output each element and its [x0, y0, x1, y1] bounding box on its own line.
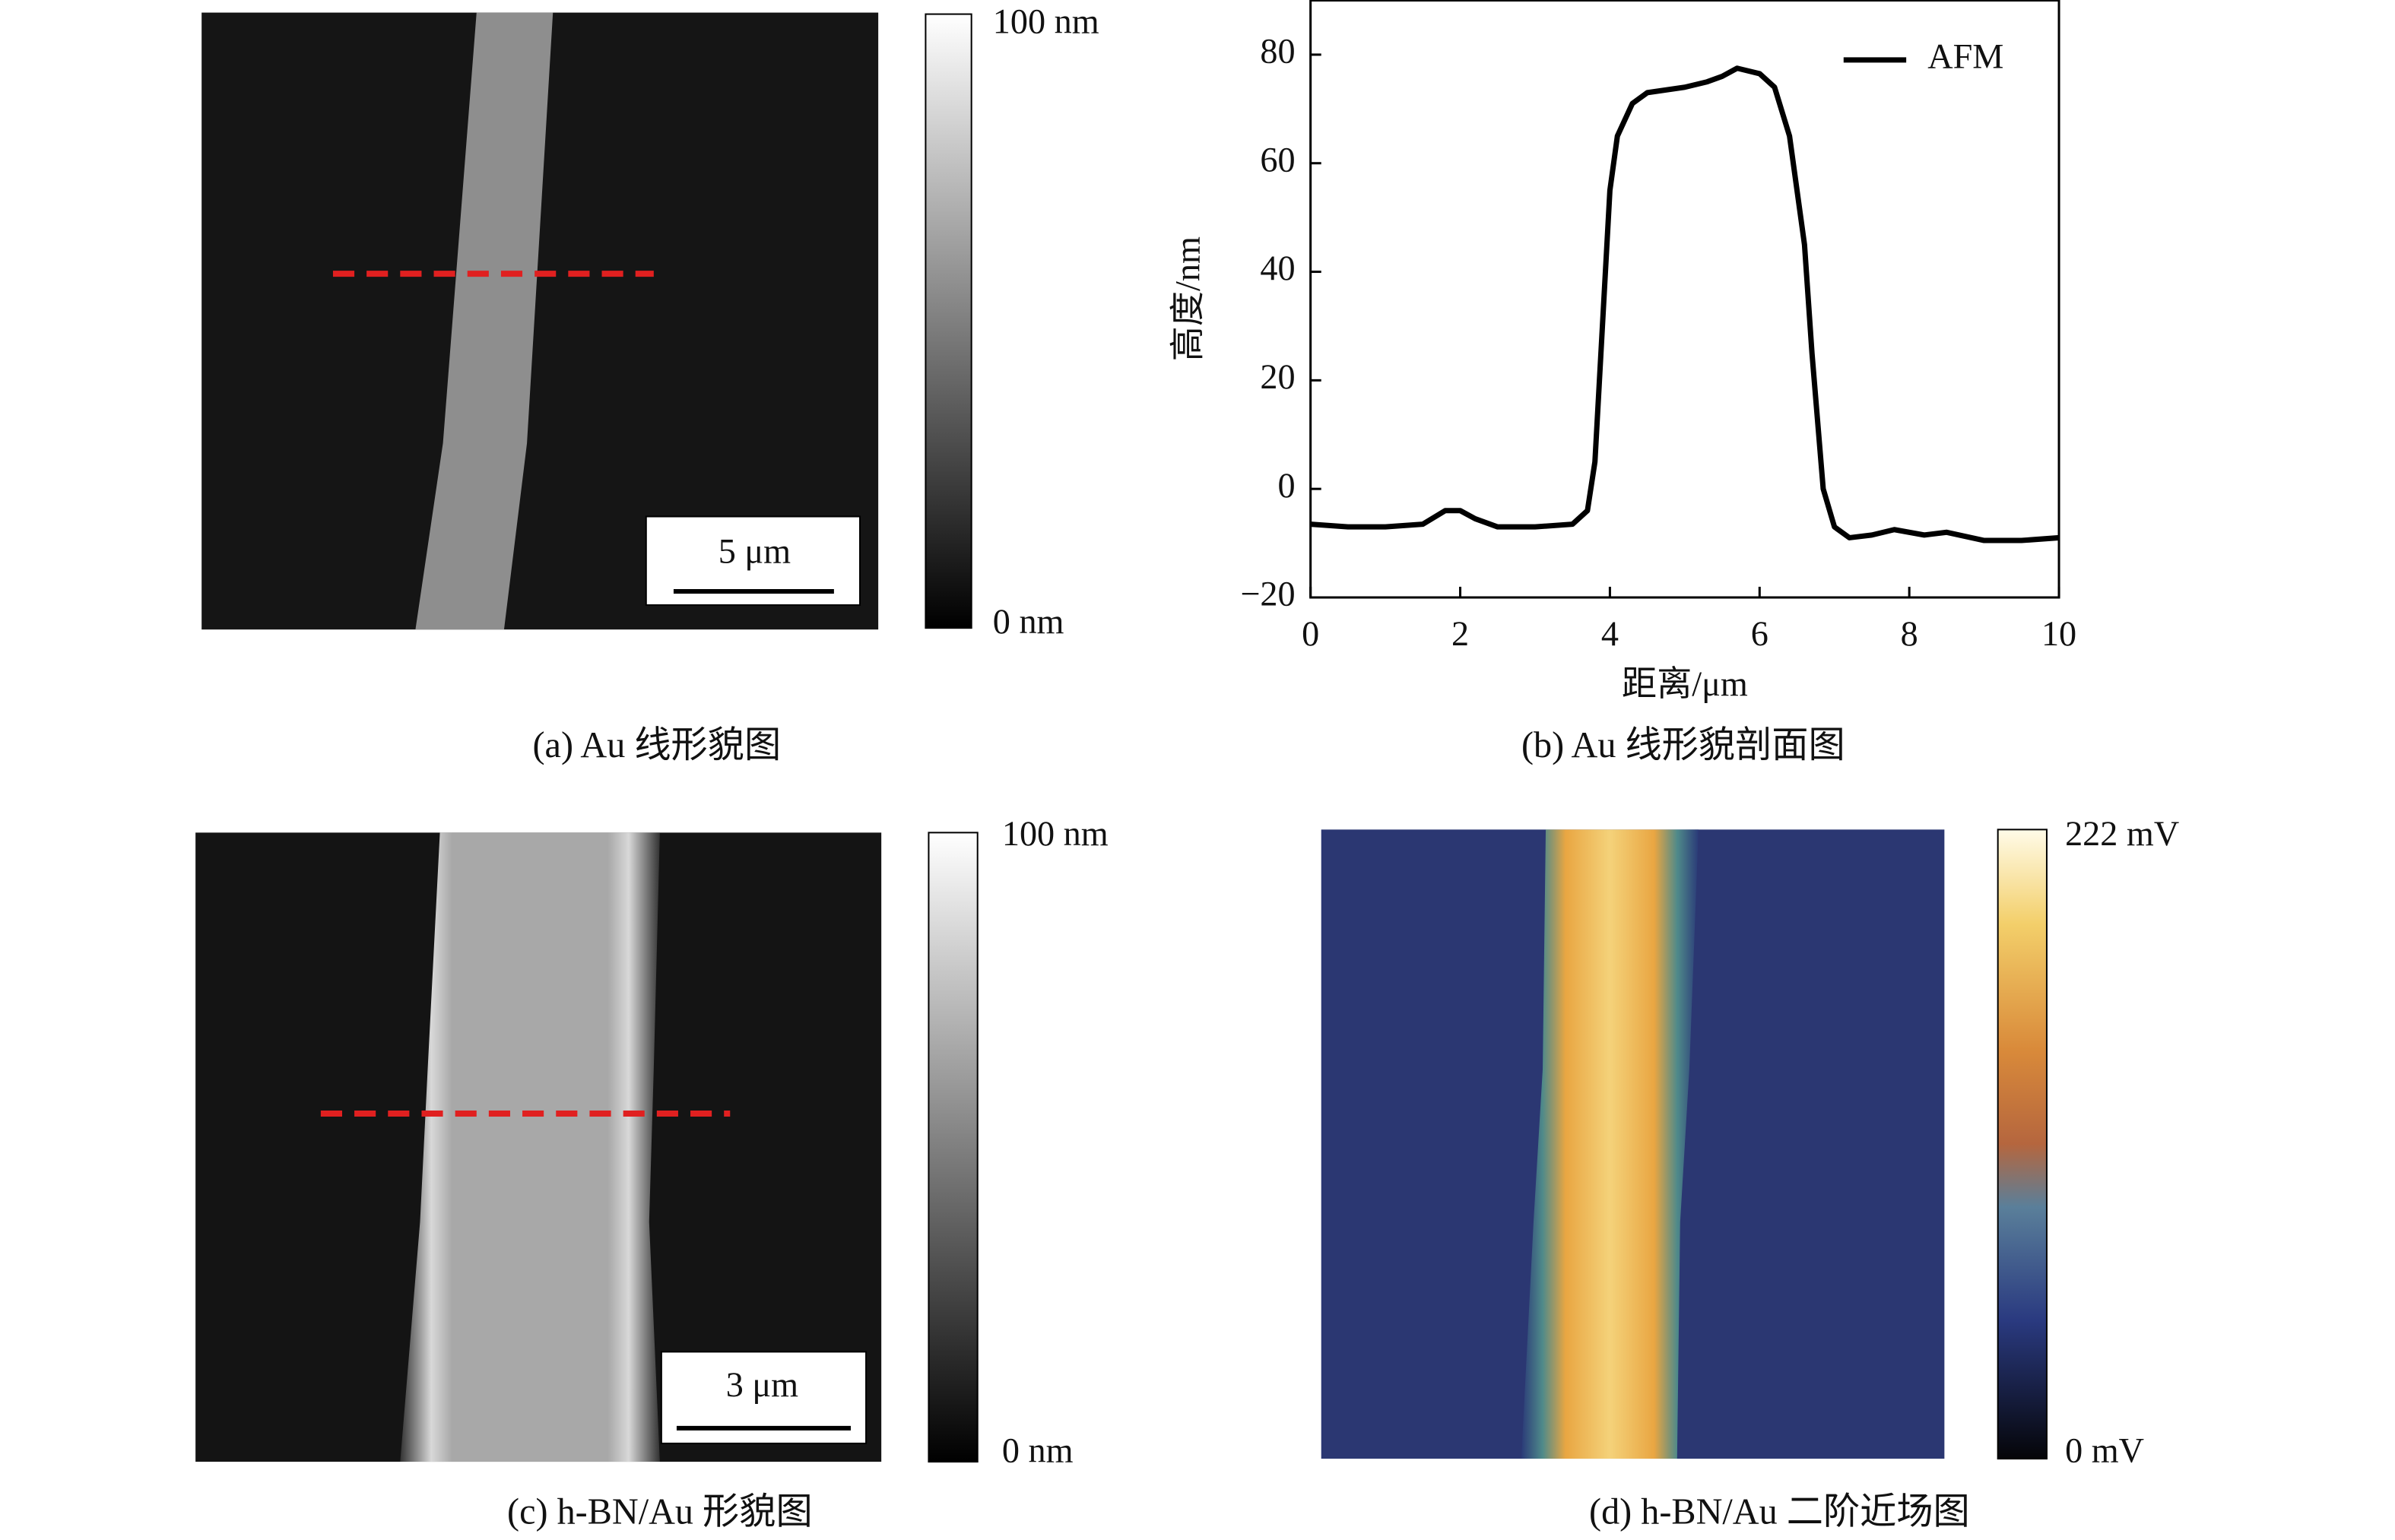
hbn-wire: [400, 832, 660, 1462]
colorbar-min: 0 nm: [1002, 1431, 1074, 1470]
colorbar-min: 0 mV: [2065, 1431, 2144, 1470]
x-axis-label: 距离/μm: [1622, 664, 1748, 703]
colorbar-max: 100 nm: [993, 2, 1099, 40]
colorbar-min: 0 nm: [993, 602, 1064, 641]
x-tick-label: 0: [1302, 614, 1319, 653]
x-tick-label: 10: [2041, 614, 2076, 653]
x-tick-label: 6: [1751, 614, 1768, 653]
x-tick-label: 8: [1901, 614, 1918, 653]
y-tick-label: 0: [1277, 466, 1295, 505]
x-tick-label: 2: [1451, 614, 1469, 653]
y-tick-label: −20: [1240, 575, 1295, 613]
y-tick-label: 80: [1260, 32, 1295, 71]
x-tick-label: 4: [1601, 614, 1619, 653]
caption: (b) Au 线形貌剖面图: [1521, 725, 1845, 765]
colorbar: [928, 832, 979, 1463]
scale-bar-label: 5 μm: [718, 531, 791, 570]
legend-label: AFM: [1927, 36, 2003, 75]
y-tick-label: 40: [1260, 249, 1295, 287]
data-line: [1310, 65, 2060, 543]
au-wire: [415, 12, 554, 630]
hbn-stripe: [1521, 829, 1699, 1459]
scale-bar-label: 3 μm: [726, 1365, 798, 1404]
caption: (d) h-BN/Au 二阶近场图: [1589, 1491, 1970, 1532]
colorbar-max: 100 nm: [1002, 814, 1109, 853]
colorbar: [925, 13, 972, 629]
y-tick-label: 20: [1260, 357, 1295, 396]
caption: (a) Au 线形貌图: [533, 725, 782, 765]
plot-frame: [1309, 0, 2060, 599]
y-axis-label: 高度/nm: [1169, 236, 1207, 361]
y-tick-label: 60: [1260, 140, 1295, 179]
colorbar: [1997, 829, 2048, 1460]
caption: (c) h-BN/Au 形貌图: [507, 1491, 813, 1532]
colorbar-max: 222 mV: [2065, 814, 2179, 853]
